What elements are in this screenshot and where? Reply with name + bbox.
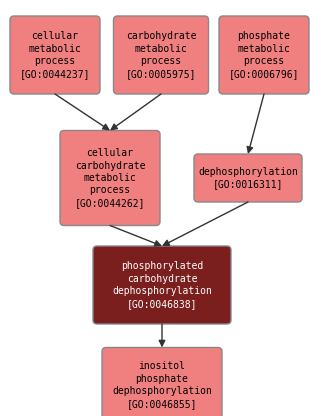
Text: dephosphorylation
[GO:0016311]: dephosphorylation [GO:0016311] (198, 167, 298, 189)
FancyBboxPatch shape (60, 131, 160, 225)
FancyBboxPatch shape (10, 16, 100, 94)
Text: carbohydrate
metabolic
process
[GO:0005975]: carbohydrate metabolic process [GO:00059… (126, 31, 196, 79)
FancyBboxPatch shape (102, 347, 222, 416)
Text: inositol
phosphate
dephosphorylation
[GO:0046855]: inositol phosphate dephosphorylation [GO… (112, 362, 212, 409)
Text: phosphorylated
carbohydrate
dephosphorylation
[GO:0046838]: phosphorylated carbohydrate dephosphoryl… (112, 261, 212, 309)
FancyBboxPatch shape (219, 16, 309, 94)
Text: cellular
metabolic
process
[GO:0044237]: cellular metabolic process [GO:0044237] (20, 31, 90, 79)
FancyBboxPatch shape (194, 154, 302, 202)
Text: cellular
carbohydrate
metabolic
process
[GO:0044262]: cellular carbohydrate metabolic process … (75, 148, 145, 208)
FancyBboxPatch shape (113, 16, 209, 94)
FancyBboxPatch shape (93, 246, 231, 324)
Text: phosphate
metabolic
process
[GO:0006796]: phosphate metabolic process [GO:0006796] (229, 31, 299, 79)
